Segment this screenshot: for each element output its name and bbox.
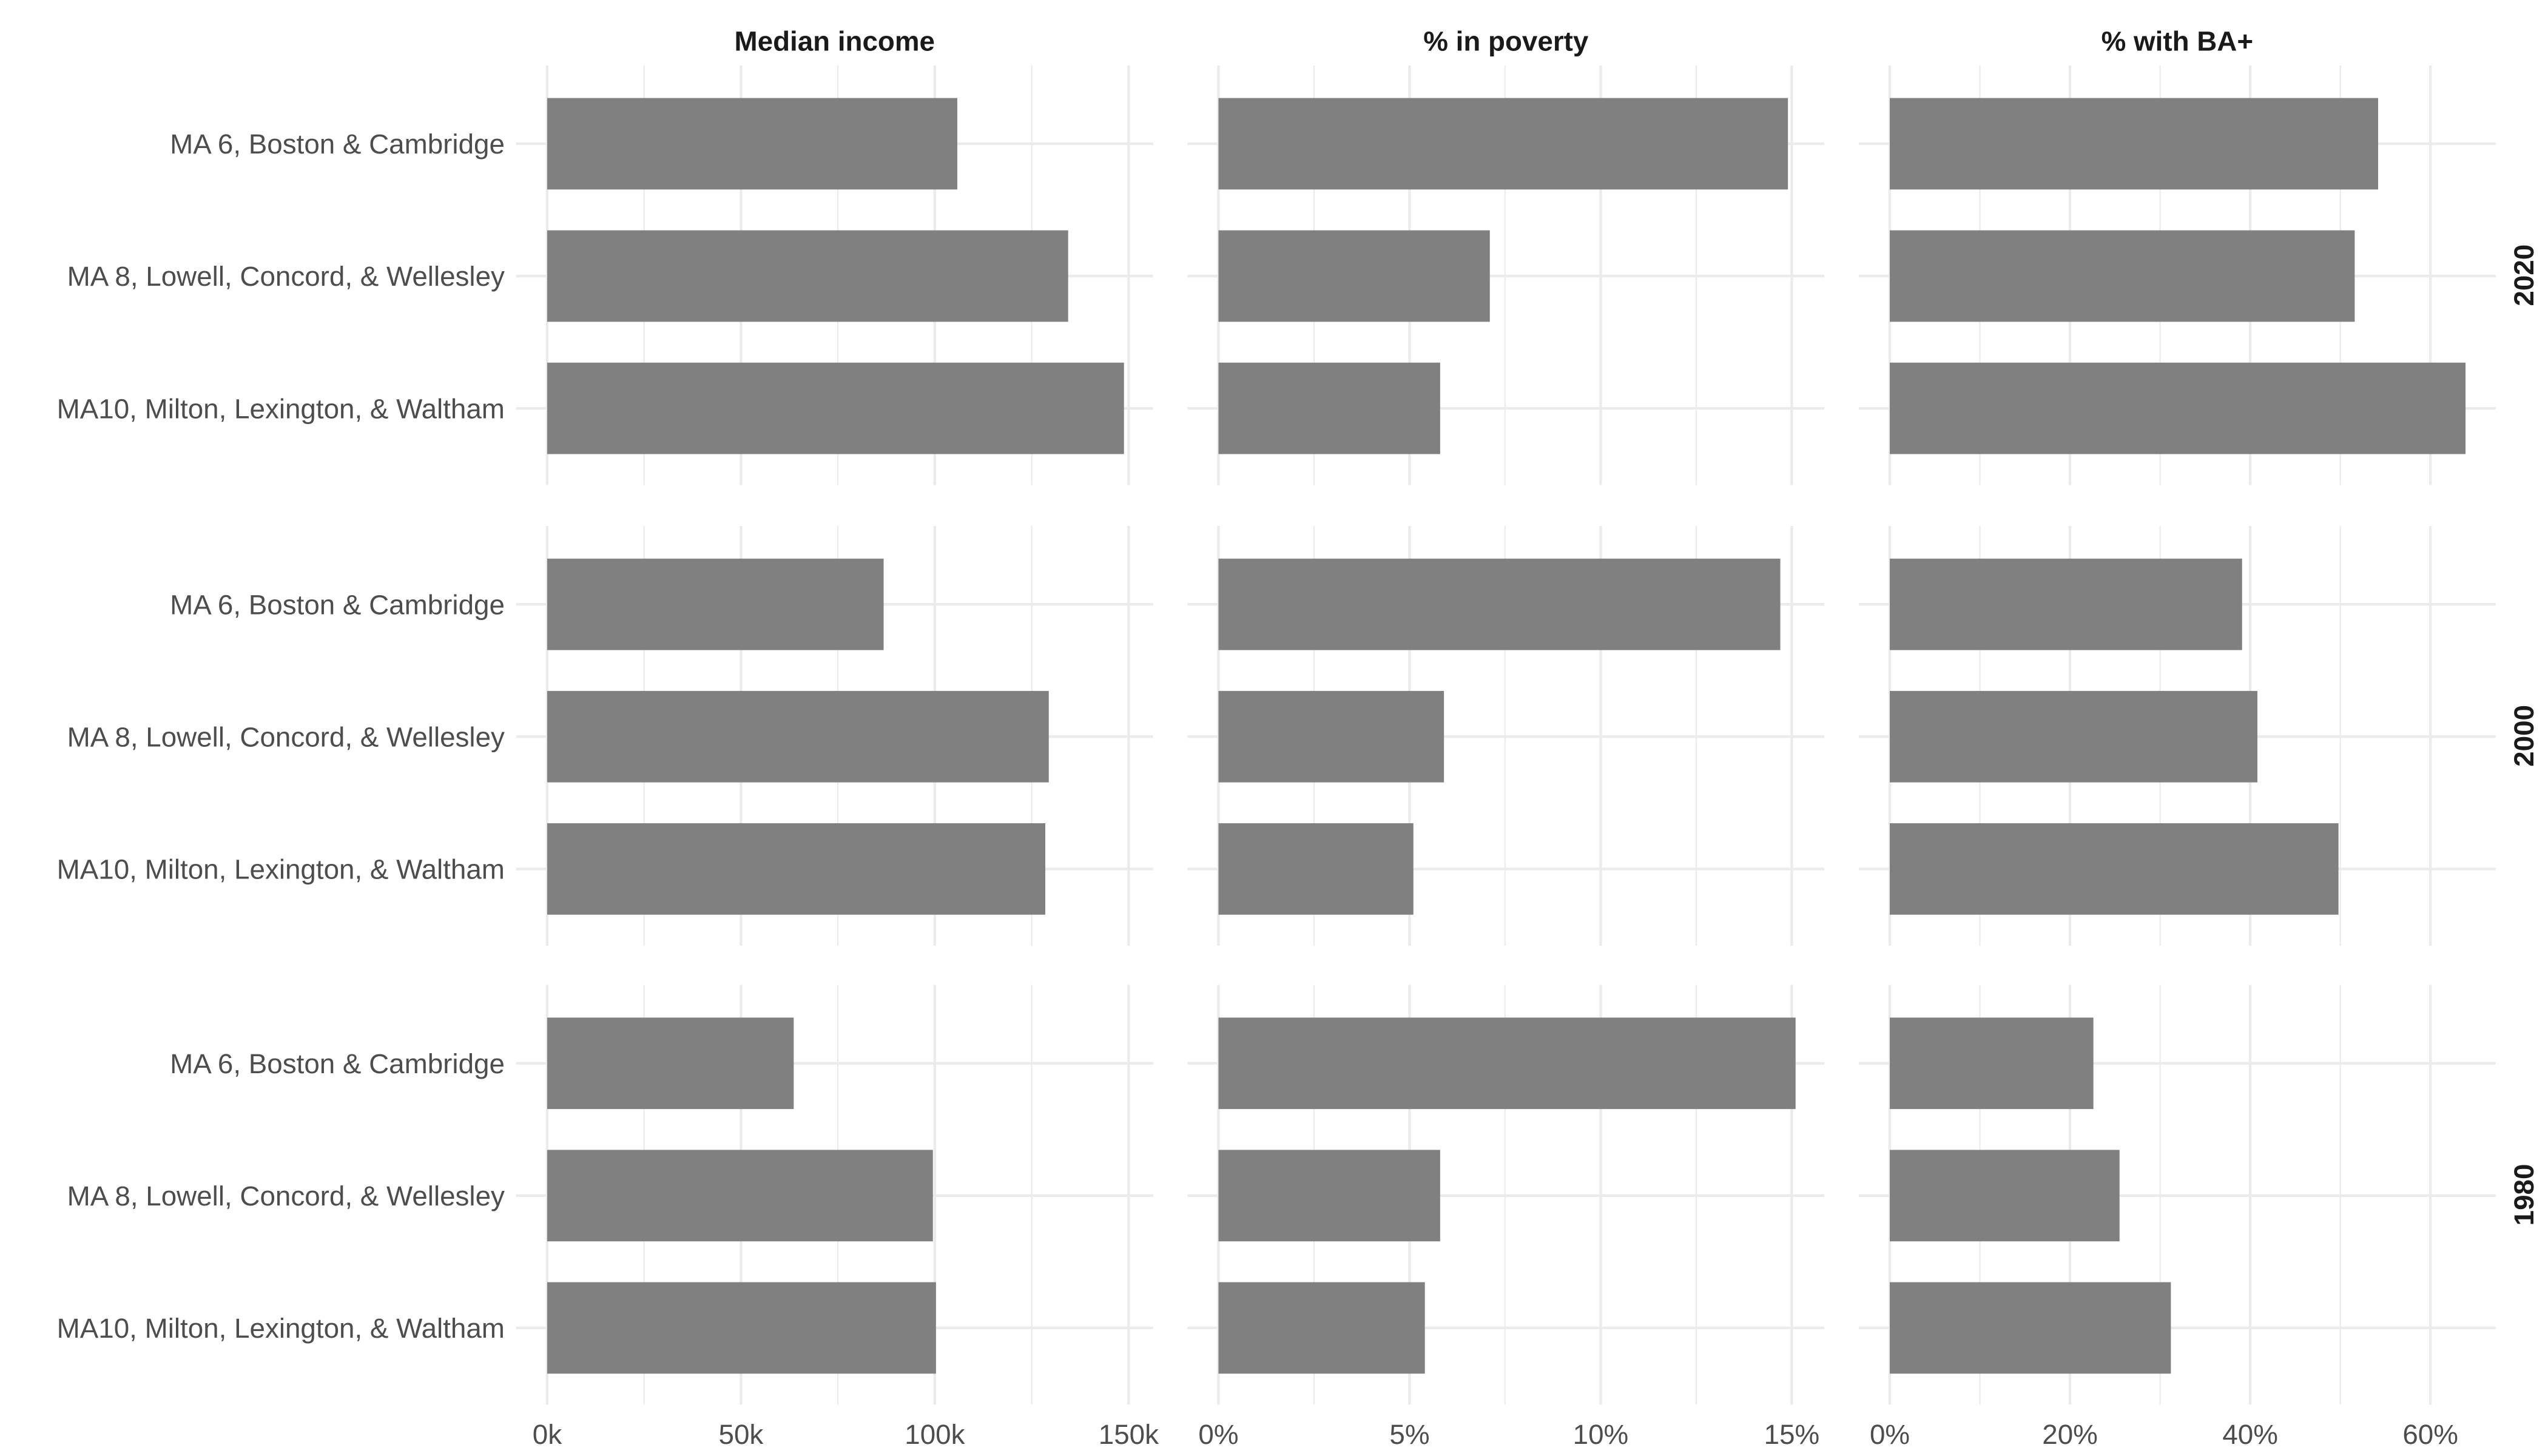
y-tick-label: MA10, Milton, Lexington, & Waltham <box>57 854 505 885</box>
bar <box>547 558 884 650</box>
x-tick-label: 5% <box>1389 1419 1429 1450</box>
bar <box>1218 1017 1796 1110</box>
bar <box>1890 823 2339 915</box>
bar <box>1218 230 1490 322</box>
x-tick-label: 0k <box>533 1419 562 1450</box>
x-tick-label: 60% <box>2402 1419 2458 1450</box>
bar <box>1890 362 2466 454</box>
bar <box>547 690 1049 783</box>
x-tick-label: 100k <box>905 1419 965 1450</box>
bar <box>547 1017 794 1110</box>
bar <box>547 1282 936 1374</box>
x-tick-label: 50k <box>719 1419 764 1450</box>
y-tick-label: MA10, Milton, Lexington, & Waltham <box>57 1313 505 1344</box>
y-tick-label: MA10, Milton, Lexington, & Waltham <box>57 393 505 424</box>
bar <box>1218 1150 1440 1242</box>
bar <box>1218 690 1444 783</box>
x-tick-label: 0% <box>1870 1419 1910 1450</box>
facet-row-label: 1980 <box>2509 1164 2540 1226</box>
x-tick-label: 40% <box>2222 1419 2278 1450</box>
facet-row-label: 2020 <box>2509 244 2540 306</box>
y-tick-label: MA 6, Boston & Cambridge <box>170 129 505 160</box>
bar <box>1890 98 2379 190</box>
x-tick-label: 10% <box>1573 1419 1629 1450</box>
bar <box>1890 1150 2120 1242</box>
bar <box>1890 230 2355 322</box>
facet-row-label: 2000 <box>2509 705 2540 767</box>
bar <box>547 1150 933 1242</box>
bar <box>1890 558 2242 650</box>
y-tick-label: MA 6, Boston & Cambridge <box>170 589 505 620</box>
x-tick-label: 15% <box>1764 1419 1820 1450</box>
bar <box>1890 1282 2171 1374</box>
bar <box>547 98 957 190</box>
bar <box>1218 1282 1425 1374</box>
bar <box>1218 558 1781 650</box>
bar <box>1218 362 1440 454</box>
facet-title: % in poverty <box>1423 25 1589 56</box>
x-tick-label: 20% <box>2042 1419 2098 1450</box>
bar <box>1890 1017 2094 1110</box>
y-tick-label: MA 6, Boston & Cambridge <box>170 1048 505 1079</box>
facet-title: % with BA+ <box>2101 25 2253 56</box>
bar <box>1218 823 1414 915</box>
facet-title: Median income <box>735 25 935 56</box>
y-tick-label: MA 8, Lowell, Concord, & Wellesley <box>67 1181 505 1212</box>
y-tick-label: MA 8, Lowell, Concord, & Wellesley <box>67 721 505 752</box>
bar <box>547 823 1046 915</box>
bar <box>547 362 1124 454</box>
y-tick-label: MA 8, Lowell, Concord, & Wellesley <box>67 261 505 292</box>
bar <box>1890 690 2257 783</box>
x-tick-label: 0% <box>1198 1419 1238 1450</box>
bar <box>547 230 1068 322</box>
x-tick-label: 150k <box>1099 1419 1159 1450</box>
bar <box>1218 98 1788 190</box>
